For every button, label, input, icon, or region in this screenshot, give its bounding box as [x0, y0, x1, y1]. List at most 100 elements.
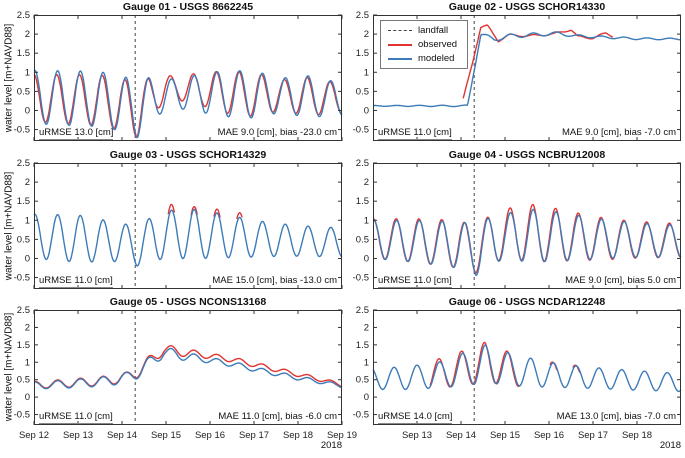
- plot-svg-gauge-04: -0.5 0 0.5 1 1.5 2 2.5: [353, 158, 682, 289]
- mae-bias-annotation: MAE 9.0 [cm], bias 5.0 cm: [565, 275, 676, 286]
- axis-box: [34, 310, 342, 425]
- y-tick-label: 1.5: [356, 196, 369, 207]
- subplot-gauge-06: Gauge 06 - USGS NCDAR12248 -0.5 0 0.5 1 1.5 2…: [353, 296, 682, 441]
- y-tick-label: 2.5: [17, 10, 30, 21]
- year-label: 2018: [320, 440, 342, 451]
- x-tick-label: Sep 15: [151, 430, 181, 441]
- y-tick-label: 2: [25, 177, 30, 188]
- x-tick-label: Sep 12: [19, 430, 49, 441]
- modeled-line: [372, 208, 682, 276]
- urmse-annotation: uRMSE 13.0 [cm]: [39, 127, 114, 140]
- subplot-title: Gauge 02 - USGS SCHOR14330: [448, 1, 606, 13]
- y-tick-label: 0: [25, 105, 30, 116]
- mae-bias-annotation: MAE 9.0 [cm], bias -7.0 cm: [561, 127, 676, 138]
- y-tick-label: 1: [364, 67, 369, 78]
- urmse-annotation: uRMSE 11.0 [cm]: [378, 127, 452, 140]
- subplot-title: Gauge 05 - USGS NCONS13168: [109, 296, 267, 308]
- subplot-gauge-01: Gauge 01 - USGS 8662245 -0.5 0 0.5 1 1.5 2 2.5…: [14, 1, 343, 141]
- y-tick-label: 2: [364, 177, 369, 188]
- x-tick-label: Sep 16: [195, 430, 225, 441]
- y-tick-label: 2: [25, 29, 30, 40]
- subplot-title: Gauge 04 - USGS NCBRU12008: [448, 149, 606, 161]
- landfall-line-sample-icon: [388, 30, 412, 31]
- observed-line: [33, 70, 343, 139]
- urmse-annotation: uRMSE 11.0 [cm]: [39, 411, 113, 424]
- y-tick-label: 2: [25, 322, 30, 333]
- subplot-title: Gauge 03 - USGS SCHOR14329: [109, 149, 267, 161]
- y-axis-label: water level [m+NAVD88]: [3, 171, 15, 281]
- y-tick-label: 1.5: [356, 340, 369, 351]
- y-tick-label: 2: [364, 322, 369, 333]
- modeled-line: [33, 69, 343, 139]
- plot-svg-gauge-02: -0.5 0 0.5 1 1.5 2 2.5: [353, 10, 681, 141]
- modeled-line: [372, 344, 682, 393]
- y-tick-label: 0: [25, 253, 30, 264]
- x-tick-label: Sep 14: [107, 430, 137, 441]
- y-tick-label: -0.5: [353, 125, 369, 136]
- y-tick-label: -0.5: [14, 125, 30, 136]
- x-tick-label: Sep 13: [402, 430, 432, 441]
- legend-item-landfall: landfall: [388, 25, 457, 36]
- axis-box: [34, 15, 342, 141]
- x-tick-label: Sep 17: [239, 430, 269, 441]
- observed-line: [429, 341, 521, 388]
- subplot-title: Gauge 01 - USGS 8662245: [122, 1, 254, 13]
- modeled-line: [373, 31, 681, 108]
- subplot-gauge-03: Gauge 03 - USGS SCHOR14329 -0.5 0 0.5 1 1.5 2…: [14, 149, 343, 289]
- mae-bias-annotation: MAE 9.0 [cm], bias -23.0 cm: [217, 127, 337, 138]
- axis-box: [373, 310, 681, 425]
- y-tick-label: -0.5: [14, 410, 30, 421]
- y-tick-label: 0.5: [356, 86, 369, 97]
- y-tick-label: 2: [364, 29, 369, 40]
- observed-line: [190, 206, 198, 216]
- y-tick-label: 0: [364, 392, 369, 403]
- modeled-line-sample-icon: [388, 57, 412, 60]
- y-tick-label: 2.5: [356, 305, 369, 316]
- y-tick-label: 0.5: [356, 375, 369, 386]
- mae-bias-annotation: MAE 11.0 [cm], bias -6.0 cm: [218, 411, 337, 422]
- observed-line-sample-icon: [388, 43, 412, 46]
- y-tick-label: 1: [364, 357, 369, 368]
- urmse-annotation: uRMSE 11.0 [cm]: [378, 275, 452, 288]
- y-tick-label: 1: [364, 215, 369, 226]
- x-tick-label: Sep 15: [490, 430, 520, 441]
- year-label: 2018: [659, 440, 681, 451]
- y-tick-label: -0.5: [353, 273, 369, 284]
- legend: landfall observed modeled: [380, 20, 469, 69]
- x-tick-label: Sep 16: [534, 430, 564, 441]
- y-tick-label: 0.5: [17, 375, 30, 386]
- y-tick-label: 2.5: [17, 305, 30, 316]
- y-tick-label: -0.5: [14, 273, 30, 284]
- y-tick-label: 1: [25, 215, 30, 226]
- subplot-gauge-04: Gauge 04 - USGS NCBRU12008 -0.5 0 0.5 1 1.5 2…: [353, 149, 682, 289]
- urmse-annotation: uRMSE 11.0 [cm]: [39, 275, 113, 288]
- y-tick-label: 1.5: [17, 340, 30, 351]
- observed-line: [167, 203, 176, 215]
- x-tick-label: Sep 18: [283, 430, 313, 441]
- x-tick-label: Sep 13: [63, 430, 93, 441]
- y-tick-label: 0.5: [17, 86, 30, 97]
- mae-bias-annotation: MAE 15.0 [cm], bias -13.0 cm: [212, 275, 337, 286]
- y-tick-label: 0.5: [356, 234, 369, 245]
- axis-box: [373, 163, 681, 289]
- subplot-title: Gauge 06 - USGS NCDAR12248: [448, 296, 606, 308]
- y-tick-label: 1.5: [356, 48, 369, 59]
- y-tick-label: 0: [25, 392, 30, 403]
- observed-line: [213, 208, 221, 218]
- urmse-annotation: uRMSE 14.0 [cm]: [378, 411, 453, 424]
- x-tick-label: Sep 14: [446, 430, 476, 441]
- y-tick-label: 1.5: [17, 48, 30, 59]
- y-tick-label: 2.5: [356, 10, 369, 21]
- y-tick-label: -0.5: [353, 410, 369, 421]
- x-tick-label: Sep 17: [578, 430, 608, 441]
- observed-line: [236, 212, 243, 220]
- y-tick-label: 1: [25, 357, 30, 368]
- y-tick-label: 1: [25, 67, 30, 78]
- legend-label: landfall: [418, 25, 449, 36]
- y-tick-label: 2.5: [17, 158, 30, 169]
- observed-line: [462, 24, 614, 99]
- x-tick-label: Sep 18: [622, 430, 652, 441]
- y-axis-label: water level [m+NAVD88]: [3, 312, 15, 422]
- axis-box: [373, 15, 681, 141]
